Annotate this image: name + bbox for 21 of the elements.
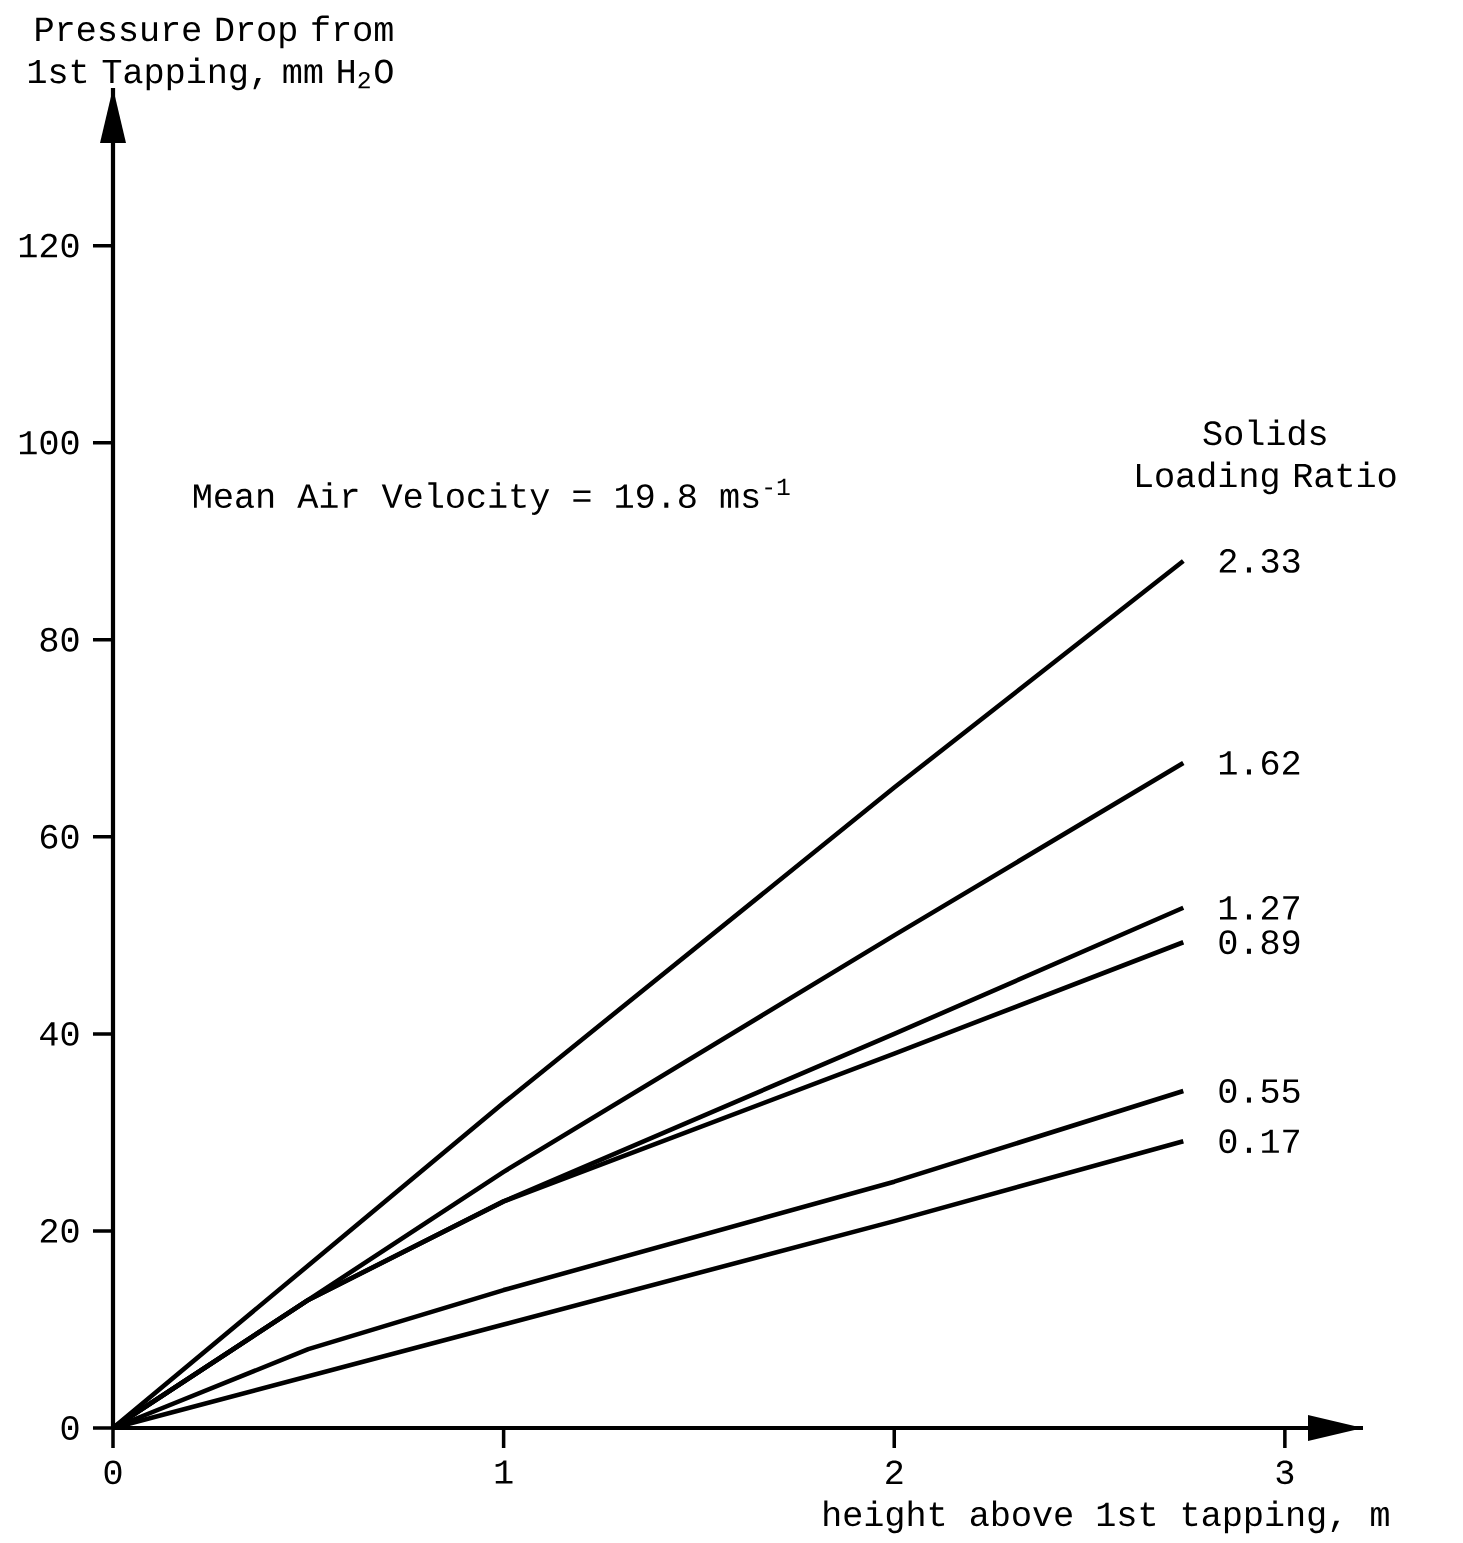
series-label: 1.27: [1219, 895, 1299, 920]
x-tick-label: 0: [104, 1460, 122, 1485]
y-tick-label: 60: [40, 824, 79, 849]
y-tick-label: 100: [19, 430, 79, 455]
x-tick-label: 3: [1276, 1460, 1294, 1485]
series-label: 0.55: [1219, 1079, 1300, 1103]
y-axis-title: Pressure Drop from 1st Tapping, mm H$_{2}$O: [28, 15, 393, 91]
y-tick-label: 20: [40, 1218, 79, 1243]
x-tick-label: 1: [495, 1460, 513, 1484]
series-label: 1.62: [1219, 750, 1300, 775]
x-tick-label: 2: [886, 1460, 903, 1484]
legend-title: Solids Loading Ratio: [1137, 419, 1396, 495]
series-label: 2.33: [1219, 548, 1300, 573]
y-tick-label: 0: [61, 1416, 79, 1440]
x-axis-title: height above 1st tapping, m: [824, 1500, 1389, 1534]
y-tick-label: 40: [40, 1021, 79, 1046]
series-label: 0.17: [1219, 1129, 1299, 1154]
y-tick-label: 120: [19, 233, 79, 258]
annotation: Mean Air Velocity = 19.8 ms$^{-1}$: [194, 478, 790, 516]
y-tick-label: 80: [40, 627, 79, 652]
series-label: 0.89: [1219, 930, 1300, 955]
